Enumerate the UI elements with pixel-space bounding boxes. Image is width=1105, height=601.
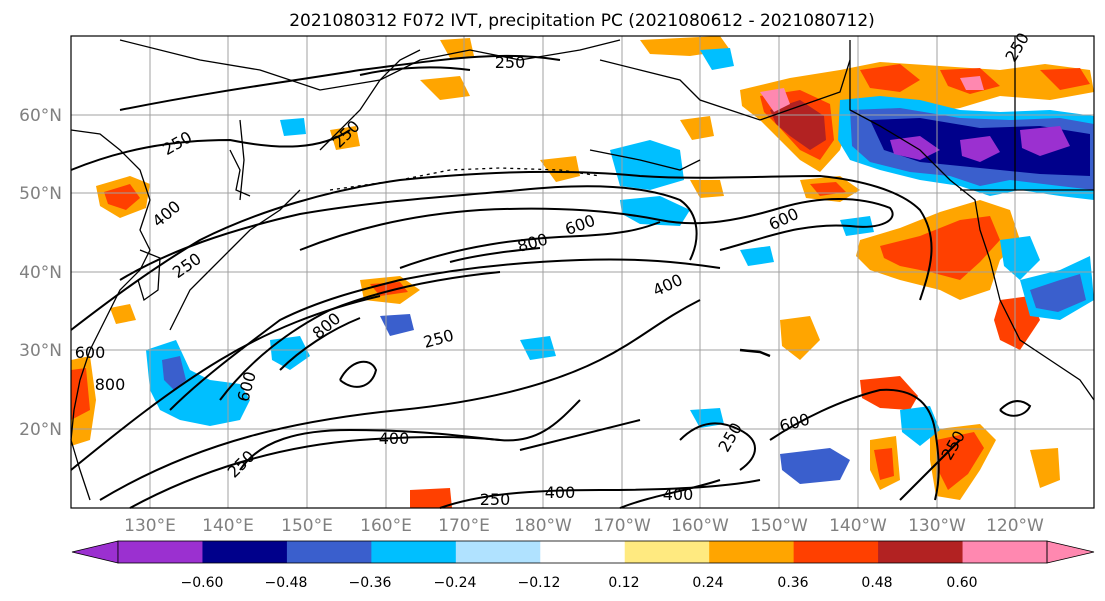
colorbar-extend-high xyxy=(1046,540,1095,564)
colorbar-segment xyxy=(624,541,710,563)
colorbar-segment xyxy=(709,541,795,563)
colorbar-border xyxy=(117,540,1048,564)
colorbar-tick-label: 0.48 xyxy=(861,575,892,591)
lon-tick-labels: 130°E 140°E 150°E 160°E 170°E 180°W 170°… xyxy=(124,516,1044,536)
coastlines xyxy=(70,36,1095,501)
colorbar-tick-label: −0.48 xyxy=(265,575,308,591)
contour-label: 400 xyxy=(545,483,576,502)
lon-tick-label: 140°W xyxy=(829,516,887,536)
lon-tick-label: 160°W xyxy=(671,516,729,536)
colorbar-segment xyxy=(455,541,541,563)
colorbar-tick-label: −0.60 xyxy=(181,575,224,591)
colorbar-segment xyxy=(540,541,626,563)
contour-label: 600 xyxy=(75,343,106,362)
contour-label: 400 xyxy=(663,485,694,504)
colorbar-segment xyxy=(878,541,964,563)
colorbar-tick-label: −0.24 xyxy=(434,575,477,591)
colorbar xyxy=(71,540,1095,564)
colorbar-tick-label: 0.60 xyxy=(946,575,977,591)
colorbar-tick-label: 0.12 xyxy=(608,575,639,591)
lon-tick-label: 170°E xyxy=(438,516,490,536)
colorbar-tick-label: −0.36 xyxy=(349,575,392,591)
contour-label: 800 xyxy=(95,375,126,394)
lon-tick-label: 130°W xyxy=(908,516,966,536)
colorbar-tick-labels: −0.60 −0.48 −0.36 −0.24 −0.12 0.12 0.24 … xyxy=(181,575,978,591)
lon-tick-label: 170°W xyxy=(593,516,651,536)
lon-tick-label: 150°W xyxy=(750,516,808,536)
colorbar-tick-label: 0.36 xyxy=(777,575,808,591)
colorbar-segment xyxy=(202,541,288,563)
lat-tick-label: 30°N xyxy=(19,341,62,361)
colorbar-extend-low xyxy=(71,540,119,564)
lat-tick-label: 20°N xyxy=(19,420,62,440)
colorbar-segment xyxy=(118,541,203,563)
lat-tick-label: 40°N xyxy=(19,263,62,283)
lon-tick-label: 160°E xyxy=(360,516,412,536)
colorbar-tick-label: −0.12 xyxy=(518,575,561,591)
lat-tick-label: 50°N xyxy=(19,184,62,204)
colorbar-segment xyxy=(286,541,372,563)
lat-tick-label: 60°N xyxy=(19,106,62,126)
contour-label: 250 xyxy=(495,53,526,72)
colorbar-tick-label: 0.24 xyxy=(692,575,723,591)
precip-negative-shading xyxy=(146,48,1094,484)
lon-tick-label: 180°W xyxy=(514,516,572,536)
figure-title: 2021080312 F072 IVT, precipitation PC (2… xyxy=(289,11,875,31)
contour-label: 400 xyxy=(379,429,410,448)
colorbar-segment xyxy=(371,541,457,563)
lon-tick-label: 130°E xyxy=(124,516,176,536)
lat-tick-labels: 20°N 30°N 40°N 50°N 60°N xyxy=(19,106,62,440)
lon-tick-label: 140°E xyxy=(202,516,254,536)
map-frame xyxy=(70,35,1095,509)
lon-tick-label: 150°E xyxy=(281,516,333,536)
ivt-contours xyxy=(70,54,1032,509)
contour-label: 250 xyxy=(480,490,511,509)
colorbar-segment xyxy=(793,541,879,563)
colorbar-segment xyxy=(962,541,1048,563)
lon-tick-label: 120°W xyxy=(986,516,1044,536)
